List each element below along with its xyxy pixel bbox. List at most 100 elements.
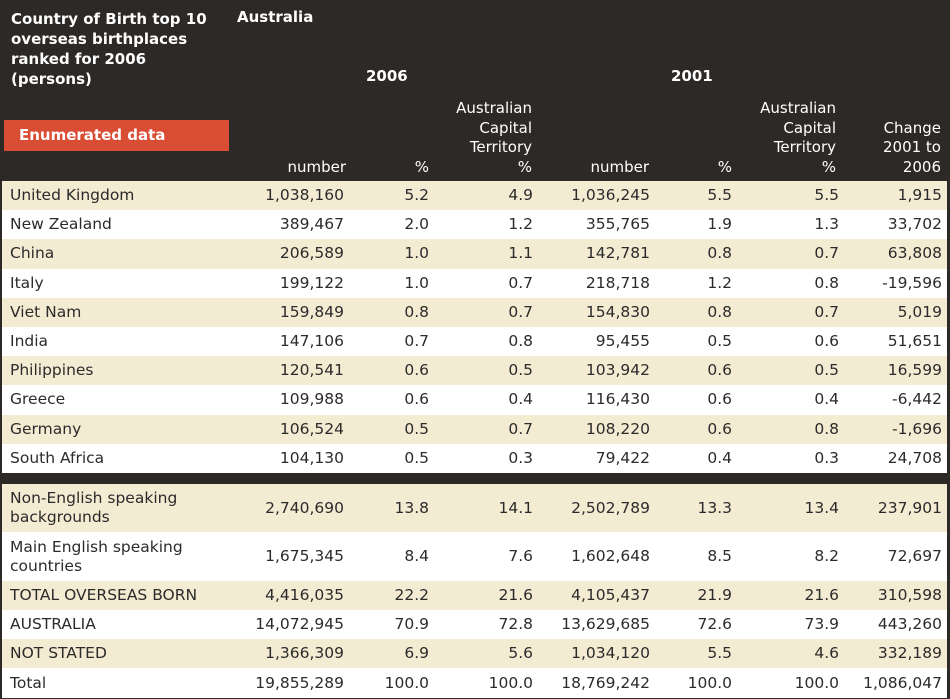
cell-value: 13.8 <box>348 484 433 532</box>
col-2006-percent: % <box>414 157 429 176</box>
cell-value: 1,034,120 <box>537 639 654 668</box>
table-row: Viet Nam 159,849 0.8 0.7 154,830 0.8 0.7 5,019 <box>2 297 947 327</box>
cell-value: 13,629,685 <box>537 610 654 639</box>
cell-value: 72,697 <box>845 532 947 581</box>
cell-value: 218,718 <box>537 268 654 298</box>
cell-value: 443,260 <box>845 610 947 639</box>
top10-table: United Kingdom 1,038,160 5.2 4.9 1,036,245 5.… <box>2 181 947 473</box>
cell-value: 1,366,309 <box>230 639 348 668</box>
cell-value: 0.7 <box>433 414 537 444</box>
enumerated-data-tab[interactable]: Enumerated data <box>4 120 229 151</box>
cell-value: 0.4 <box>654 443 740 473</box>
cell-value: 13.4 <box>740 484 845 532</box>
cell-value: 199,122 <box>230 268 348 298</box>
cell-value: 100.0 <box>654 668 740 698</box>
cell-value: 95,455 <box>537 326 654 357</box>
cell-value: 1.2 <box>654 268 740 298</box>
cell-value: 116,430 <box>537 385 654 415</box>
cell-value: 1.1 <box>433 239 537 269</box>
cell-value: -1,696 <box>845 414 947 444</box>
col-2006-act-percent: Australian Capital Territory% <box>456 99 532 176</box>
row-label: Germany <box>2 414 230 444</box>
table-row: TOTAL OVERSEAS BORN 4,416,035 22.2 21.6 4,10… <box>2 581 947 610</box>
cell-value: 0.5 <box>654 326 740 357</box>
cell-value: 1.0 <box>348 268 433 298</box>
cell-value: 0.5 <box>433 356 537 386</box>
region-label: Australia <box>237 8 314 26</box>
cell-value: 1,675,345 <box>230 532 348 581</box>
cell-value: 63,808 <box>845 239 947 269</box>
table-row: Main English speaking countries 1,675,345… <box>2 532 947 581</box>
cell-value: 70.9 <box>348 610 433 639</box>
cell-value: 13.3 <box>654 484 740 532</box>
cell-value: 14.1 <box>433 484 537 532</box>
cell-value: 14,072,945 <box>230 610 348 639</box>
cell-value: 21.6 <box>433 581 537 610</box>
row-label: Viet Nam <box>2 297 230 327</box>
cell-value: 5.6 <box>433 639 537 668</box>
cell-value: 0.5 <box>740 356 845 386</box>
cell-value: 72.8 <box>433 610 537 639</box>
row-label: Philippines <box>2 356 230 386</box>
cell-value: 1,086,047 <box>845 668 947 698</box>
cell-value: 21.6 <box>740 581 845 610</box>
row-label: NOT STATED <box>2 639 230 668</box>
table-row: Germany 106,524 0.5 0.7 108,220 0.6 0.8 -1,696 <box>2 414 947 444</box>
cell-value: 4,416,035 <box>230 581 348 610</box>
cell-value: 1.9 <box>654 210 740 240</box>
cell-value: 120,541 <box>230 356 348 386</box>
row-label: South Africa <box>2 443 230 473</box>
year-2006-label: 2006 <box>366 67 408 85</box>
table-row: Total 19,855,289 100.0 100.0 18,769,242 100.0… <box>2 668 947 698</box>
cell-value: 147,106 <box>230 326 348 357</box>
cell-value: 0.5 <box>348 443 433 473</box>
cell-value: 0.7 <box>433 268 537 298</box>
cell-value: 0.6 <box>740 326 845 357</box>
cell-value: 0.8 <box>654 297 740 327</box>
table-row: Non-English speaking backgrounds 2,740,69… <box>2 484 947 532</box>
cell-value: 7.6 <box>433 532 537 581</box>
cell-value: 0.6 <box>654 414 740 444</box>
table-row: Greece 109,988 0.6 0.4 116,430 0.6 0.4 -6,442 <box>2 385 947 415</box>
cell-value: 0.3 <box>433 443 537 473</box>
cell-value: 33,702 <box>845 210 947 240</box>
cell-value: 0.7 <box>740 297 845 327</box>
row-label: Total <box>2 668 230 698</box>
cell-value: 1.2 <box>433 210 537 240</box>
cell-value: 5.5 <box>740 181 845 211</box>
cell-value: 5.2 <box>348 181 433 211</box>
col-2001-percent: % <box>717 157 732 176</box>
col-change: Change 2001 to 2006 <box>882 118 941 176</box>
cell-value: 0.8 <box>740 414 845 444</box>
year-2001-label: 2001 <box>671 67 713 85</box>
cell-value: 79,422 <box>537 443 654 473</box>
table-title: Country of Birth top 10 overseas birthpl… <box>11 10 207 88</box>
cell-value: 0.6 <box>348 356 433 386</box>
cell-value: 100.0 <box>348 668 433 698</box>
table-header: Country of Birth top 10 overseas birthpl… <box>0 0 950 180</box>
cell-value: 100.0 <box>740 668 845 698</box>
cell-value: 21.9 <box>654 581 740 610</box>
row-label: AUSTRALIA <box>2 610 230 639</box>
cell-value: 0.6 <box>654 356 740 386</box>
cell-value: 104,130 <box>230 443 348 473</box>
table-row: Italy 199,122 1.0 0.7 218,718 1.2 0.8 -19,596 <box>2 268 947 298</box>
cell-value: 22.2 <box>348 581 433 610</box>
cell-value: 8.4 <box>348 532 433 581</box>
col-2006-number: number <box>287 157 346 176</box>
cell-value: 16,599 <box>845 356 947 386</box>
cell-value: 0.8 <box>433 326 537 357</box>
cell-value: -6,442 <box>845 385 947 415</box>
table-row: AUSTRALIA 14,072,945 70.9 72.8 13,629,685 72.… <box>2 610 947 639</box>
cell-value: 8.2 <box>740 532 845 581</box>
table-row: United Kingdom 1,038,160 5.2 4.9 1,036,245 5.… <box>2 181 947 211</box>
cell-value: 0.5 <box>348 414 433 444</box>
cell-value: 2,740,690 <box>230 484 348 532</box>
table-row: China 206,589 1.0 1.1 142,781 0.8 0.7 63,808 <box>2 239 947 269</box>
cell-value: 355,765 <box>537 210 654 240</box>
cell-value: 0.3 <box>740 443 845 473</box>
table-row: Philippines 120,541 0.6 0.5 103,942 0.6 0.5 16,… <box>2 356 947 386</box>
cell-value: 0.7 <box>348 326 433 357</box>
cell-value: 0.7 <box>740 239 845 269</box>
cell-value: 19,855,289 <box>230 668 348 698</box>
